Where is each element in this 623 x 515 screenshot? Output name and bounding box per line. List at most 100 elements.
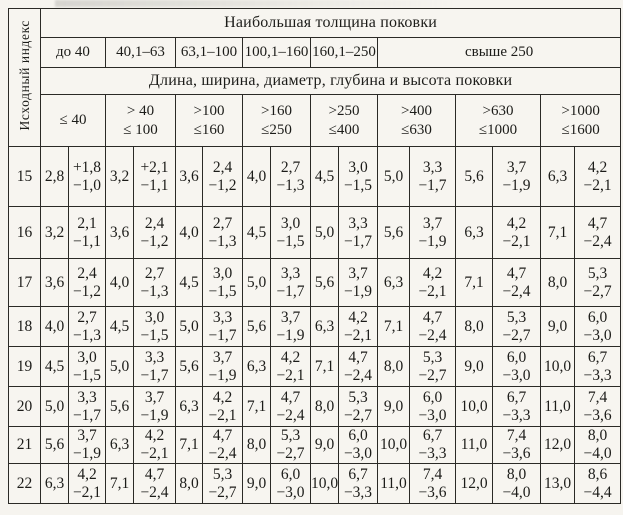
tolerance-value-cell: 3,2 [40, 206, 69, 259]
deviation-upper: 3,3 [144, 348, 165, 366]
deviation-cell: 4,2 −2,1 [409, 258, 456, 307]
deviation-upper: 4,7 [506, 264, 527, 282]
deviation-cell: 3,7 −1,9 [409, 206, 456, 259]
deviation-lower: −1,2 [208, 176, 237, 194]
tolerance-value-cell: 6,3 [455, 206, 493, 259]
tolerance-value-cell: 9,0 [540, 306, 575, 347]
deviation-cell: 8,6 −4,4 [573, 463, 622, 504]
deviation-lower: −1,7 [418, 176, 447, 194]
deviation-upper: 4,2 [212, 388, 233, 406]
tolerance-value-cell: 12,0 [455, 463, 493, 504]
deviation-lower: −3,3 [502, 406, 531, 424]
deviation-upper: 6,7 [506, 388, 527, 406]
deviation-upper: 8,0 [506, 465, 527, 483]
table-row: 22 6,3 4,2 −2,1 7,1 4,7 −2,4 8,0 5,3 −2,7 9,0 6,0 −3… [8, 463, 622, 504]
dimension-range-3: >160 ≤250 [242, 94, 311, 147]
deviation-lower: −3,3 [583, 366, 612, 384]
deviation-upper: 4,7 [144, 465, 165, 483]
deviation-upper: 3,7 [212, 348, 233, 366]
deviation-upper: 4,7 [212, 427, 233, 445]
deviation-lower: −2,1 [502, 232, 531, 250]
deviation-cell: +1,8 −1,0 [68, 146, 106, 207]
dimension-range-2: >100 ≤160 [175, 94, 243, 147]
tolerance-value-cell: 8,0 [310, 386, 339, 427]
dimension-range-line1: >100 [193, 102, 225, 119]
deviation-lower: −1,1 [140, 176, 169, 194]
deviation-lower: −2,7 [502, 326, 531, 344]
tolerance-value-cell: 4,5 [175, 258, 203, 307]
tolerance-value-cell: 5,6 [105, 386, 134, 427]
deviation-upper: 3,7 [506, 158, 527, 176]
header-row-dimension-ranges: ≤ 40 > 40 ≤ 100 >100 ≤160 >160 ≤250 >250 ≤400 >40… [9, 94, 622, 147]
dimension-range-line2: ≤1000 [478, 121, 518, 138]
deviation-lower: −1,7 [276, 282, 305, 300]
deviation-cell: 4,7 −2,4 [202, 426, 243, 464]
deviation-lower: −3,0 [276, 483, 305, 501]
deviation-cell: 4,2 −2,1 [68, 463, 106, 504]
thickness-range-1: 40,1–63 [105, 37, 176, 68]
tolerance-value-cell: 5,0 [105, 346, 134, 387]
tolerance-value-cell: 6,3 [377, 258, 410, 307]
tolerance-value-cell: 12,0 [540, 426, 575, 464]
deviation-upper: 4,7 [348, 348, 368, 366]
deviation-cell: 6,0 −3,0 [409, 386, 456, 427]
deviation-cell: 3,0 −1,5 [133, 306, 176, 347]
deviation-cell: 6,0 −3,0 [270, 463, 311, 504]
tolerance-value-cell: 4,5 [310, 146, 339, 207]
deviation-cell: 5,3 −2,7 [573, 258, 622, 307]
deviation-upper: 6,0 [280, 465, 301, 483]
tolerance-value-cell: 6,3 [242, 346, 271, 387]
deviation-lower: −3,0 [418, 406, 447, 424]
tolerance-value-cell: 5,6 [310, 258, 339, 307]
tolerance-value-cell: 5,6 [455, 146, 493, 207]
deviation-cell: 3,0 −1,5 [202, 258, 243, 307]
deviation-upper: 3,7 [280, 308, 301, 326]
deviation-lower: −3,3 [418, 445, 447, 462]
tolerance-value-cell: 5,0 [242, 258, 271, 307]
deviation-cell: 3,7 −1,9 [338, 258, 378, 307]
tolerance-value-cell: 5,0 [40, 386, 69, 427]
deviation-cell: 3,7 −1,9 [133, 386, 176, 427]
tolerance-value-cell: 11,0 [540, 386, 575, 427]
deviation-cell: 2,4 −1,2 [68, 258, 106, 307]
dimension-range-line2: ≤ 100 [123, 121, 158, 138]
deviation-upper: 3,0 [144, 308, 165, 326]
deviation-cell: 6,7 −3,3 [338, 463, 378, 504]
dimension-range-line1: >250 [328, 102, 360, 119]
tolerance-value-cell: 6,3 [40, 463, 69, 504]
deviation-cell: 2,7 −1,3 [133, 258, 176, 307]
tolerance-value-cell: 7,1 [310, 346, 339, 387]
deviation-cell: 3,0 −1,5 [270, 206, 311, 259]
deviation-upper: +1,8 [72, 158, 102, 176]
tolerance-value-cell: 7,1 [455, 258, 493, 307]
row-index: 20 [8, 386, 41, 427]
deviation-cell: 4,2 −2,1 [133, 426, 176, 464]
deviation-cell: 6,7 −3,3 [409, 426, 456, 464]
deviation-lower: −3,3 [343, 483, 373, 501]
tolerance-value-cell: 13,0 [540, 463, 575, 504]
deviation-upper: 4,2 [280, 348, 301, 366]
deviation-cell: 4,2 −2,1 [202, 386, 243, 427]
tolerance-value-cell: 7,1 [175, 426, 203, 464]
deviation-cell: 3,7 −1,9 [270, 306, 311, 347]
deviation-cell: 7,4 −3,6 [492, 426, 541, 464]
tolerance-value-cell: 5,0 [377, 146, 410, 207]
deviation-lower: −2,7 [276, 445, 305, 462]
deviation-upper: 6,0 [348, 427, 368, 445]
tolerance-value-cell: 4,0 [105, 258, 134, 307]
deviation-cell: 2,7 −1,3 [68, 306, 106, 347]
tolerance-value-cell: 8,0 [540, 258, 575, 307]
deviation-cell: 6,0 −3,0 [573, 306, 622, 347]
deviation-lower: −2,7 [343, 406, 373, 424]
table-row: 15 2,8 +1,8 −1,0 3,2 +2,1 −1,1 3,6 2,4 −1,2 4,0 2,7… [8, 146, 622, 207]
tolerance-value-cell: 5,0 [310, 206, 339, 259]
tolerance-value-cell: 10,0 [377, 426, 410, 464]
deviation-lower: −3,6 [583, 406, 612, 424]
deviation-cell: 3,7 −1,9 [202, 346, 243, 387]
tolerance-value-cell: 10,0 [310, 463, 339, 504]
deviation-cell: 3,7 −1,9 [68, 426, 106, 464]
deviation-cell: 3,3 −1,7 [133, 346, 176, 387]
deviation-lower: −4,0 [502, 483, 531, 501]
deviation-lower: −2,4 [343, 366, 373, 384]
deviation-upper: 3,0 [77, 348, 97, 366]
